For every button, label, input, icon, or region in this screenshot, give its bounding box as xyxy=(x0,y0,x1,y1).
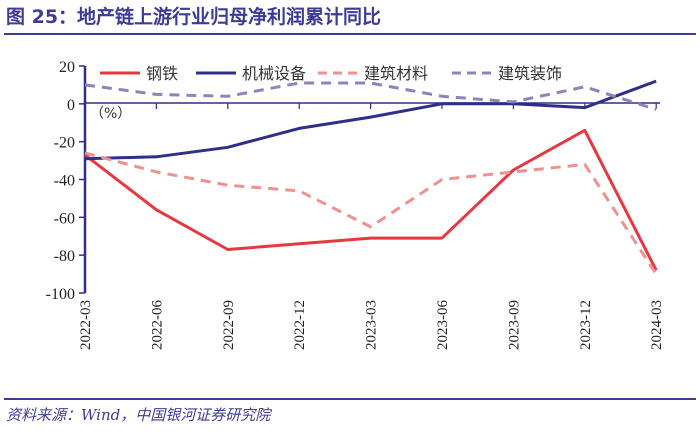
series-lines xyxy=(84,79,658,275)
y-tick-label: 0 xyxy=(67,97,75,114)
source-note: 资料来源：Wind，中国银河证券研究院 xyxy=(6,406,271,424)
y-tick-label: -40 xyxy=(54,173,75,190)
x-tick-label: 2022-06 xyxy=(149,300,165,350)
legend-label: 建筑装饰 xyxy=(498,64,562,83)
unit-label: （%） xyxy=(90,106,131,122)
x-tick-label: 2022-03 xyxy=(78,300,94,350)
y-tick-label: -60 xyxy=(54,210,75,227)
x-axis-ticks: 2022-03 2022-06 2022-09 2022-12 2023-03 2023-… xyxy=(78,103,665,350)
y-tick-label: -100 xyxy=(46,286,75,303)
x-tick-label: 2023-03 xyxy=(364,300,380,350)
x-tick-label: 2022-12 xyxy=(292,300,308,350)
legend-label: 机械设备 xyxy=(242,64,306,83)
legend: 钢铁 机械设备 建筑材料 建筑装饰 xyxy=(100,64,562,83)
line-chart: 钢铁 机械设备 建筑材料 建筑装饰 20 0 -20 -40 -60 -80 -100 2022-… xyxy=(46,59,666,350)
x-tick-label: 2022-09 xyxy=(221,300,237,350)
y-axis-ticks: 20 0 -20 -40 -60 -80 -100 xyxy=(46,59,85,303)
legend-label: 钢铁 xyxy=(146,64,178,83)
y-tick-label: -80 xyxy=(54,248,75,265)
legend-label: 建筑材料 xyxy=(364,64,428,83)
series-line-3 xyxy=(84,81,657,111)
title-divider xyxy=(4,33,696,35)
footer-divider xyxy=(4,398,696,400)
series-line-0 xyxy=(84,128,658,271)
series-line-1 xyxy=(84,79,657,161)
chart-axes xyxy=(83,66,660,293)
series-line-2 xyxy=(84,151,658,275)
x-tick-label: 2024-03 xyxy=(649,300,665,350)
chart-title: 图 25：地产链上游行业归母净利润累计同比 xyxy=(6,6,382,28)
x-tick-label: 2023-06 xyxy=(435,300,451,350)
x-tick-label: 2023-09 xyxy=(506,300,522,350)
y-tick-label: 20 xyxy=(59,59,75,76)
x-tick-label: 2023-12 xyxy=(578,300,594,350)
y-tick-label: -20 xyxy=(54,135,75,152)
